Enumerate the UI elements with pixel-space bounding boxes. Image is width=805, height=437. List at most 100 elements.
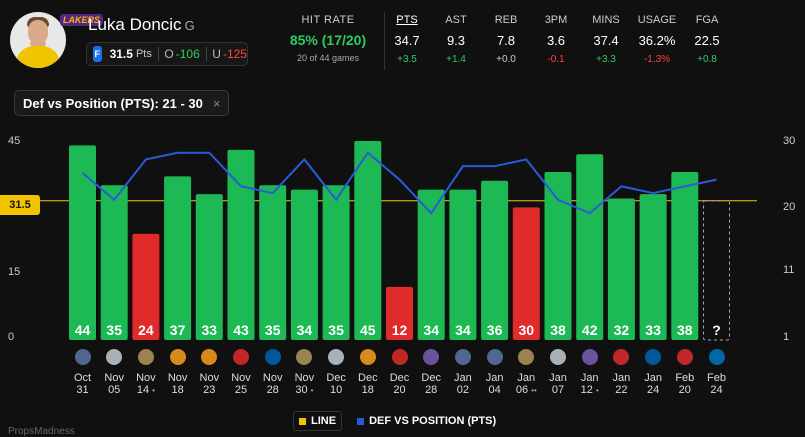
date-month: Nov xyxy=(167,372,188,384)
header-divider xyxy=(384,12,385,70)
hit-rate-block: HIT RATE 85% (17/20) 20 of 44 games xyxy=(275,14,381,63)
x-axis-date-label: Nov 14 • xyxy=(136,372,156,396)
x-axis-date-label: Dec 28 xyxy=(416,372,446,396)
game-bar xyxy=(512,207,540,340)
legend-def[interactable]: DEF VS POSITION (PTS) xyxy=(352,411,501,431)
bar-value-label: 36 xyxy=(487,322,503,338)
chip-divider xyxy=(157,47,159,61)
date-day: 18 xyxy=(171,384,184,396)
date-day: 28 xyxy=(266,384,279,396)
bar-value-label: 35 xyxy=(106,322,122,338)
bar-value-label: 32 xyxy=(614,322,630,338)
date-month: Nov xyxy=(104,372,124,384)
x-axis-date-label: Dec 10 xyxy=(321,372,351,396)
mem-team-icon xyxy=(485,347,505,367)
y-axis-right-tick: 20 xyxy=(783,201,796,213)
bar-value-label: 12 xyxy=(392,322,408,338)
x-axis-date-label: Dec 18 xyxy=(353,372,383,396)
x-axis-date-label: Feb 24 xyxy=(702,372,732,396)
orl-team-icon xyxy=(707,347,727,367)
bar-value-label: 38 xyxy=(677,322,693,338)
date-month: Jan xyxy=(644,372,662,384)
x-axis-date-label: Nov 05 xyxy=(99,372,129,396)
stat-value: 22.5 xyxy=(694,33,720,48)
y-axis-right-tick: 30 xyxy=(783,135,796,147)
lac-team-icon xyxy=(231,347,251,367)
stat-ast[interactable]: AST 9.3 +1.4 xyxy=(432,14,480,65)
bar-value-label: 34 xyxy=(297,322,313,338)
x-axis-date-label: Nov 18 xyxy=(163,372,193,396)
mem-team-icon xyxy=(73,347,93,367)
date-day: 24 xyxy=(646,384,660,396)
stat-usage[interactable]: USAGE 36.2% -1.3% xyxy=(633,14,681,65)
x-axis-date-label: Nov 30 • xyxy=(294,372,315,396)
stat-mins[interactable]: MINS 37.4 +3.3 xyxy=(582,14,630,65)
x-axis-date-label: Oct 31 xyxy=(68,372,98,396)
game-bar xyxy=(259,185,287,340)
stat-3pm[interactable]: 3PM 3.6 -0.1 xyxy=(532,14,580,65)
over-label: O xyxy=(164,47,174,61)
stat-value: 3.6 xyxy=(546,33,566,48)
date-month: Feb xyxy=(675,372,695,384)
lakers-logo-icon: LAKERS xyxy=(60,14,104,26)
player-position: G xyxy=(184,18,195,33)
date-month: Nov xyxy=(294,372,315,384)
filter-label: Def vs Position (PTS): 21 - 30 xyxy=(23,95,203,111)
date-month: Nov xyxy=(136,372,156,384)
date-day: 04 xyxy=(488,384,501,396)
bar-value-label: 33 xyxy=(645,322,661,338)
stat-label: REB xyxy=(494,14,518,26)
bar-value-label: 45 xyxy=(360,322,376,338)
stat-diff: +0.8 xyxy=(697,54,717,65)
date-month: Dec xyxy=(326,372,346,384)
legend-line[interactable]: LINE xyxy=(293,411,343,431)
stat-pts[interactable]: PTS 34.7 +3.5 xyxy=(383,14,431,65)
stat-label: PTS xyxy=(396,14,418,26)
date-month: Feb xyxy=(707,372,726,384)
prop-line-value: 31.5 xyxy=(109,47,133,61)
legend-swatch-line xyxy=(299,417,306,425)
stat-label: AST xyxy=(445,14,467,26)
game-bar xyxy=(449,189,477,340)
date-day: 20 xyxy=(393,384,406,396)
close-icon[interactable]: × xyxy=(212,95,221,111)
date-month: Jan xyxy=(580,372,599,384)
stat-diff: +1.4 xyxy=(446,54,466,65)
game-bar xyxy=(100,185,128,340)
x-axis-date-label: Nov 25 xyxy=(226,372,256,396)
dal-team-icon xyxy=(643,347,663,367)
player-name: Luka Doncic G xyxy=(88,15,195,35)
x-axis-date-label: Feb 20 xyxy=(670,372,700,396)
date-month: Jan xyxy=(454,372,472,384)
stat-label: 3PM xyxy=(544,14,568,26)
stat-fga[interactable]: FGA 22.5 +0.8 xyxy=(683,14,731,65)
date-day: 02 xyxy=(456,384,470,396)
game-bar xyxy=(607,198,635,340)
lac-team-icon xyxy=(675,347,695,367)
bar-value-label: 43 xyxy=(233,322,249,338)
game-bar xyxy=(164,176,192,340)
avatar-face xyxy=(28,20,48,44)
y-axis-right-tick: 11 xyxy=(783,264,795,276)
def-vs-position-filter[interactable]: Def vs Position (PTS): 21 - 30 × xyxy=(14,90,230,116)
uta-team-icon xyxy=(199,347,219,367)
date-month: Nov xyxy=(231,372,251,384)
y-axis-right-tick: 1 xyxy=(783,331,790,343)
stat-reb[interactable]: REB 7.8 +0.0 xyxy=(482,14,530,65)
nop-team-icon xyxy=(516,347,536,367)
uta-team-icon xyxy=(168,347,188,367)
date-month: Dec xyxy=(358,372,378,384)
prop-line-chip[interactable]: F 31.5 Pts O -106 U -125 xyxy=(86,42,248,66)
y-axis-left-tick: 0 xyxy=(8,331,15,343)
mem-team-icon xyxy=(453,347,473,367)
game-bar xyxy=(195,194,223,340)
x-axis-date-label: Jan 24 xyxy=(638,372,668,396)
avatar-jersey xyxy=(16,46,60,68)
legend-swatch-def xyxy=(357,417,365,425)
bar-value-label: 24 xyxy=(138,322,154,338)
date-day: 18 xyxy=(361,384,374,396)
sac-team-icon xyxy=(421,347,441,367)
date-month: Oct xyxy=(73,372,92,384)
hit-rate-value: 85% (17/20) xyxy=(289,32,367,48)
x-axis-date-label: Jan 07 xyxy=(543,372,573,396)
